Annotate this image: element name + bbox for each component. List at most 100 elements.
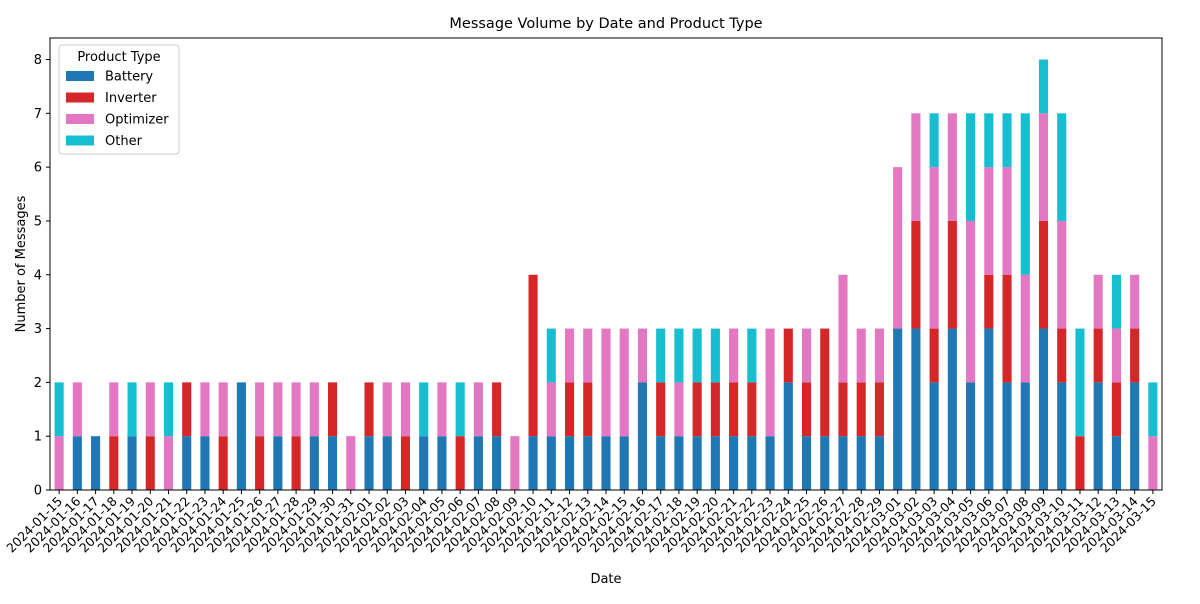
bar-inverter-2024-02-24: [783, 328, 793, 383]
bar-battery-2024-02-18: [674, 436, 684, 490]
bar-battery-2024-01-29: [309, 436, 319, 490]
bar-other-2024-02-18: [674, 328, 684, 383]
legend-swatch-optimizer: [66, 114, 94, 124]
bar-optimizer-2024-02-18: [674, 382, 684, 437]
bar-other-2024-03-08: [1020, 113, 1030, 275]
bar-inverter-2024-02-28: [856, 382, 866, 437]
legend-title: Product Type: [77, 50, 160, 65]
bar-other-2024-03-10: [1057, 113, 1067, 221]
bar-other-2024-02-20: [710, 328, 720, 383]
bar-battery-2024-03-08: [1020, 382, 1030, 490]
bar-battery-2024-03-10: [1057, 382, 1067, 490]
bar-optimizer-2024-02-05: [437, 382, 447, 437]
bar-battery-2024-03-14: [1130, 382, 1140, 490]
bar-battery-2024-02-02: [382, 436, 392, 490]
bar-battery-2024-01-30: [328, 436, 338, 490]
bar-battery-2024-03-02: [911, 328, 921, 490]
bar-battery-2024-01-16: [72, 436, 82, 490]
bar-optimizer-2024-03-06: [984, 167, 994, 275]
bar-optimizer-2024-03-12: [1093, 274, 1103, 329]
legend-swatch-battery: [66, 71, 94, 81]
bar-optimizer-2024-01-28: [291, 382, 301, 437]
bar-other-2024-03-03: [929, 113, 939, 168]
bar-battery-2024-02-08: [492, 436, 502, 490]
bar-optimizer-2024-02-16: [637, 328, 648, 383]
bar-optimizer-2024-03-02: [911, 113, 921, 221]
bar-optimizer-2024-02-13: [583, 328, 593, 383]
bar-other-2024-02-17: [656, 328, 666, 383]
bar-optimizer-2024-03-08: [1020, 274, 1030, 383]
bar-optimizer-2024-03-10: [1057, 220, 1067, 329]
bar-optimizer-2024-02-03: [400, 382, 411, 437]
bar-inverter-2024-03-06: [984, 274, 994, 329]
y-tick-label: 1: [34, 430, 42, 445]
bar-battery-2024-02-29: [874, 436, 884, 490]
bar-battery-2024-02-16: [637, 382, 648, 490]
bar-optimizer-2024-01-15: [54, 436, 64, 490]
bar-battery-2024-03-07: [1002, 382, 1012, 490]
legend-label-inverter: Inverter: [105, 91, 157, 106]
bar-inverter-2024-02-10: [528, 274, 538, 437]
bar-optimizer-2024-01-27: [273, 382, 283, 437]
bar-battery-2024-02-04: [419, 436, 429, 490]
x-axis: 2024-01-152024-01-162024-01-172024-01-18…: [3, 490, 1159, 555]
y-axis-label: Number of Messages: [14, 195, 29, 332]
bar-optimizer-2024-03-15: [1148, 436, 1158, 490]
bar-inverter-2024-02-03: [400, 436, 411, 490]
bar-battery-2024-02-17: [656, 436, 666, 490]
bar-other-2024-03-06: [984, 113, 994, 168]
bar-battery-2024-02-12: [564, 436, 575, 490]
plot-frame: [49, 37, 1163, 491]
bar-battery-2024-02-20: [710, 436, 720, 490]
legend-label-other: Other: [105, 134, 143, 149]
bar-inverter-2024-01-30: [328, 382, 338, 437]
bar-inverter-2024-01-26: [255, 436, 265, 490]
bar-optimizer-2024-03-05: [966, 220, 976, 383]
bar-inverter-2024-02-13: [583, 382, 593, 437]
bar-inverter-2024-03-04: [947, 220, 957, 329]
bar-battery-2024-03-04: [947, 328, 957, 490]
bar-other-2024-03-05: [966, 113, 976, 221]
bar-optimizer-2024-01-24: [218, 382, 228, 437]
bar-battery-2024-03-05: [966, 382, 976, 490]
bar-battery-2024-01-25: [236, 382, 246, 490]
bar-inverter-2024-02-22: [747, 382, 757, 437]
bar-optimizer-2024-02-14: [601, 328, 611, 437]
bar-optimizer-2024-03-14: [1130, 274, 1140, 329]
bar-inverter-2024-03-03: [929, 328, 939, 383]
bar-battery-2024-01-22: [182, 436, 192, 490]
bar-other-2024-01-19: [127, 382, 137, 437]
bar-optimizer-2024-01-21: [163, 436, 174, 490]
bar-other-2024-03-07: [1002, 113, 1012, 168]
y-tick-label: 8: [34, 53, 42, 68]
bar-battery-2024-02-14: [601, 436, 611, 490]
legend-swatch-inverter: [66, 92, 94, 103]
bar-optimizer-2024-03-01: [893, 167, 903, 329]
bar-inverter-2024-03-14: [1130, 328, 1140, 383]
y-tick-label: 2: [34, 376, 42, 391]
bar-inverter-2024-03-13: [1111, 382, 1121, 437]
bar-battery-2024-02-27: [838, 436, 848, 490]
bar-battery-2024-02-13: [583, 436, 593, 490]
y-tick-label: 4: [34, 268, 42, 283]
legend-label-optimizer: Optimizer: [105, 113, 169, 128]
bar-optimizer-2024-02-21: [729, 328, 739, 383]
bar-optimizer-2024-02-25: [801, 328, 812, 383]
bar-inverter-2024-02-06: [455, 436, 465, 490]
bar-other-2024-01-15: [54, 382, 64, 437]
bar-other-2024-02-11: [546, 328, 556, 383]
y-tick-label: 7: [34, 107, 42, 122]
bar-inverter-2024-02-20: [710, 382, 720, 437]
bar-battery-2024-02-21: [729, 436, 739, 490]
bar-optimizer-2024-03-09: [1038, 113, 1049, 221]
bar-optimizer-2024-02-09: [510, 436, 520, 490]
bar-inverter-2024-02-12: [564, 382, 575, 437]
x-axis-label: Date: [590, 572, 621, 587]
bar-battery-2024-02-24: [783, 382, 793, 490]
bar-inverter-2024-02-01: [364, 382, 374, 437]
bar-optimizer-2024-01-18: [109, 382, 119, 437]
bar-inverter-2024-03-07: [1002, 274, 1012, 383]
legend-label-battery: Battery: [105, 70, 153, 85]
bar-inverter-2024-01-18: [109, 436, 119, 490]
bar-battery-2024-02-19: [692, 436, 702, 490]
